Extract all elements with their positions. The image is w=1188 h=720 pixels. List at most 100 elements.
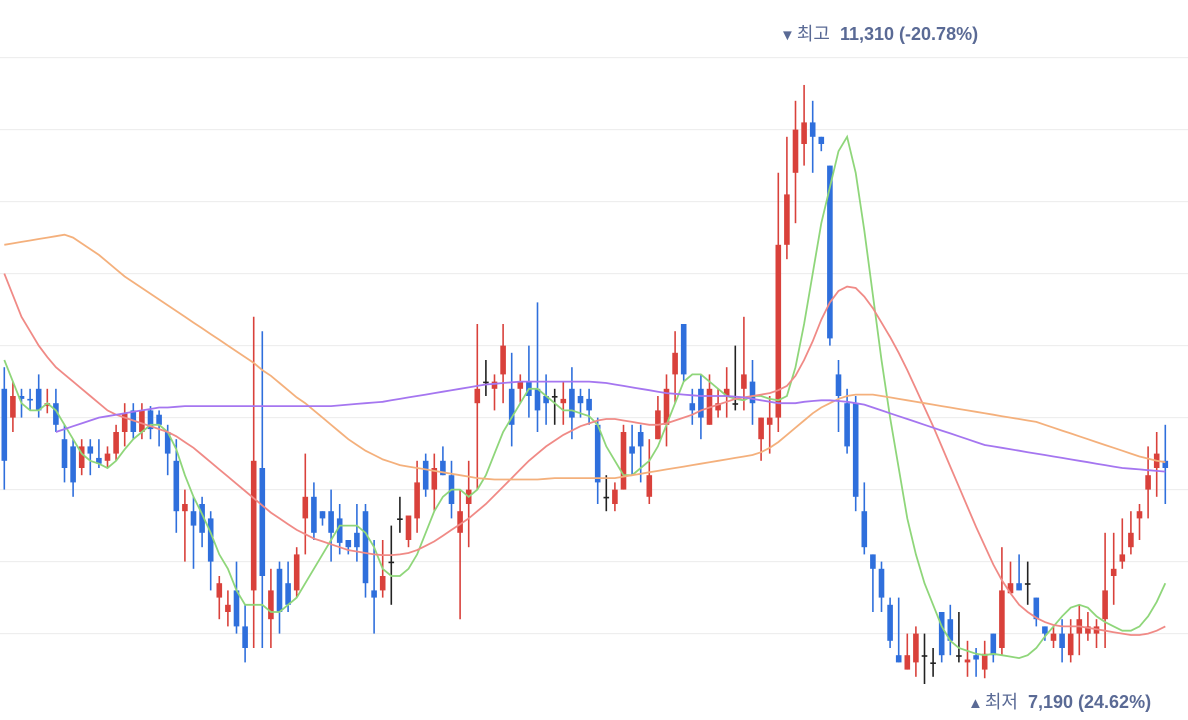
ma20-line [3,273,1166,636]
candle [121,403,128,447]
candle-body [474,388,481,404]
candle-body [672,352,678,375]
candle-body [775,244,782,418]
candle-body [758,417,764,440]
candle [680,324,687,382]
candle [397,496,403,533]
candle-body [319,511,326,519]
candle-body [990,633,997,656]
candle-body [569,388,575,418]
candle [1128,511,1134,555]
candle-body [293,554,300,591]
candle [947,604,954,656]
candle-body [87,446,94,454]
candle-body [27,398,33,401]
down-triangle-icon: ▼ [780,27,795,44]
candle [440,446,446,476]
candle-body [1,388,8,461]
candle-body [61,439,68,468]
candle-body [792,129,799,173]
candle [801,84,807,166]
candle-body [96,457,102,464]
candle [930,648,936,677]
candle-body [749,381,756,404]
candle [457,489,463,620]
candle-body [414,482,420,519]
candle [861,482,868,555]
candle [981,640,988,679]
candle-body [225,604,231,612]
candle [904,633,911,670]
candle-body [345,540,352,548]
candle-body [164,432,171,454]
candle [328,489,334,562]
candle-body [921,655,928,657]
candle [1136,504,1143,540]
candle-body [887,604,893,641]
candle-body [354,532,360,548]
candle-body [1162,460,1169,468]
candle-body [870,554,876,569]
candle [844,388,850,454]
candle [87,439,94,476]
candle-body [1102,590,1108,620]
candle [637,424,644,483]
candle [517,374,524,404]
candle [354,504,360,562]
candle-body [1059,633,1065,648]
candle [293,547,300,598]
candle-body [586,398,592,411]
candle [835,360,842,432]
candle-body [199,504,205,533]
candle-body [732,403,739,405]
candle [474,324,481,490]
candle-body [508,388,515,425]
candle-body [457,511,463,533]
candle-body [500,345,506,375]
candle-body [216,583,223,598]
candle-body [689,403,696,411]
candle-body [302,496,309,519]
candle [766,396,773,454]
candle [990,633,997,663]
candle [405,515,412,548]
low-annotation-label: 최저 [984,692,1018,712]
low-annotation-value: 7,190 (24.62%) [1027,692,1152,712]
candle [190,496,197,569]
candle [500,324,506,404]
candle [61,424,68,483]
candle-body [956,655,962,657]
candle [594,417,601,504]
candle [1102,532,1108,648]
candle-body [844,403,850,447]
candle [207,511,214,591]
candle [259,331,266,648]
candle [250,316,257,648]
candle [78,439,85,476]
candle [1085,612,1091,641]
candle [27,388,33,411]
candle-body [852,403,859,497]
candle [964,640,971,677]
candle-body [612,489,618,504]
candle [818,136,825,152]
candle [741,316,747,411]
candle [173,439,180,533]
candle [620,424,627,490]
candle [1110,532,1117,605]
candle-body [913,633,919,663]
candle [139,403,145,440]
candle-body [551,396,558,398]
candle [147,406,154,440]
candle-body [663,388,670,425]
candle-body [70,446,76,483]
candle-body [379,576,386,591]
candle [491,374,498,411]
candle [285,561,291,612]
candle-body [620,432,627,490]
candle-body [431,468,438,490]
candle-body [139,410,145,432]
candle [775,172,782,432]
candle [870,554,876,612]
candle [629,424,635,476]
